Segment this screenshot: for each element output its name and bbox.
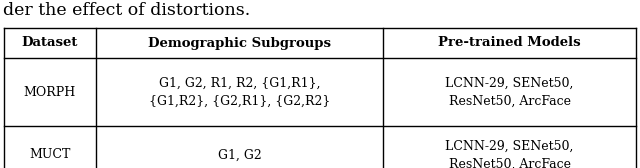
Text: Pre-trained Models: Pre-trained Models [438, 36, 581, 50]
Text: G1, G2: G1, G2 [218, 149, 261, 161]
Text: der the effect of distortions.: der the effect of distortions. [3, 2, 250, 19]
Text: Dataset: Dataset [22, 36, 78, 50]
Text: Demographic Subgroups: Demographic Subgroups [148, 36, 331, 50]
Text: MUCT: MUCT [29, 149, 70, 161]
Text: MORPH: MORPH [24, 86, 76, 98]
Text: G1, G2, R1, R2, {G1,R1},
{G1,R2}, {G2,R1}, {G2,R2}: G1, G2, R1, R2, {G1,R1}, {G1,R2}, {G2,R1… [148, 76, 330, 108]
Text: LCNN-29, SENet50,
ResNet50, ArcFace: LCNN-29, SENet50, ResNet50, ArcFace [445, 139, 574, 168]
Text: LCNN-29, SENet50,
ResNet50, ArcFace: LCNN-29, SENet50, ResNet50, ArcFace [445, 76, 574, 108]
